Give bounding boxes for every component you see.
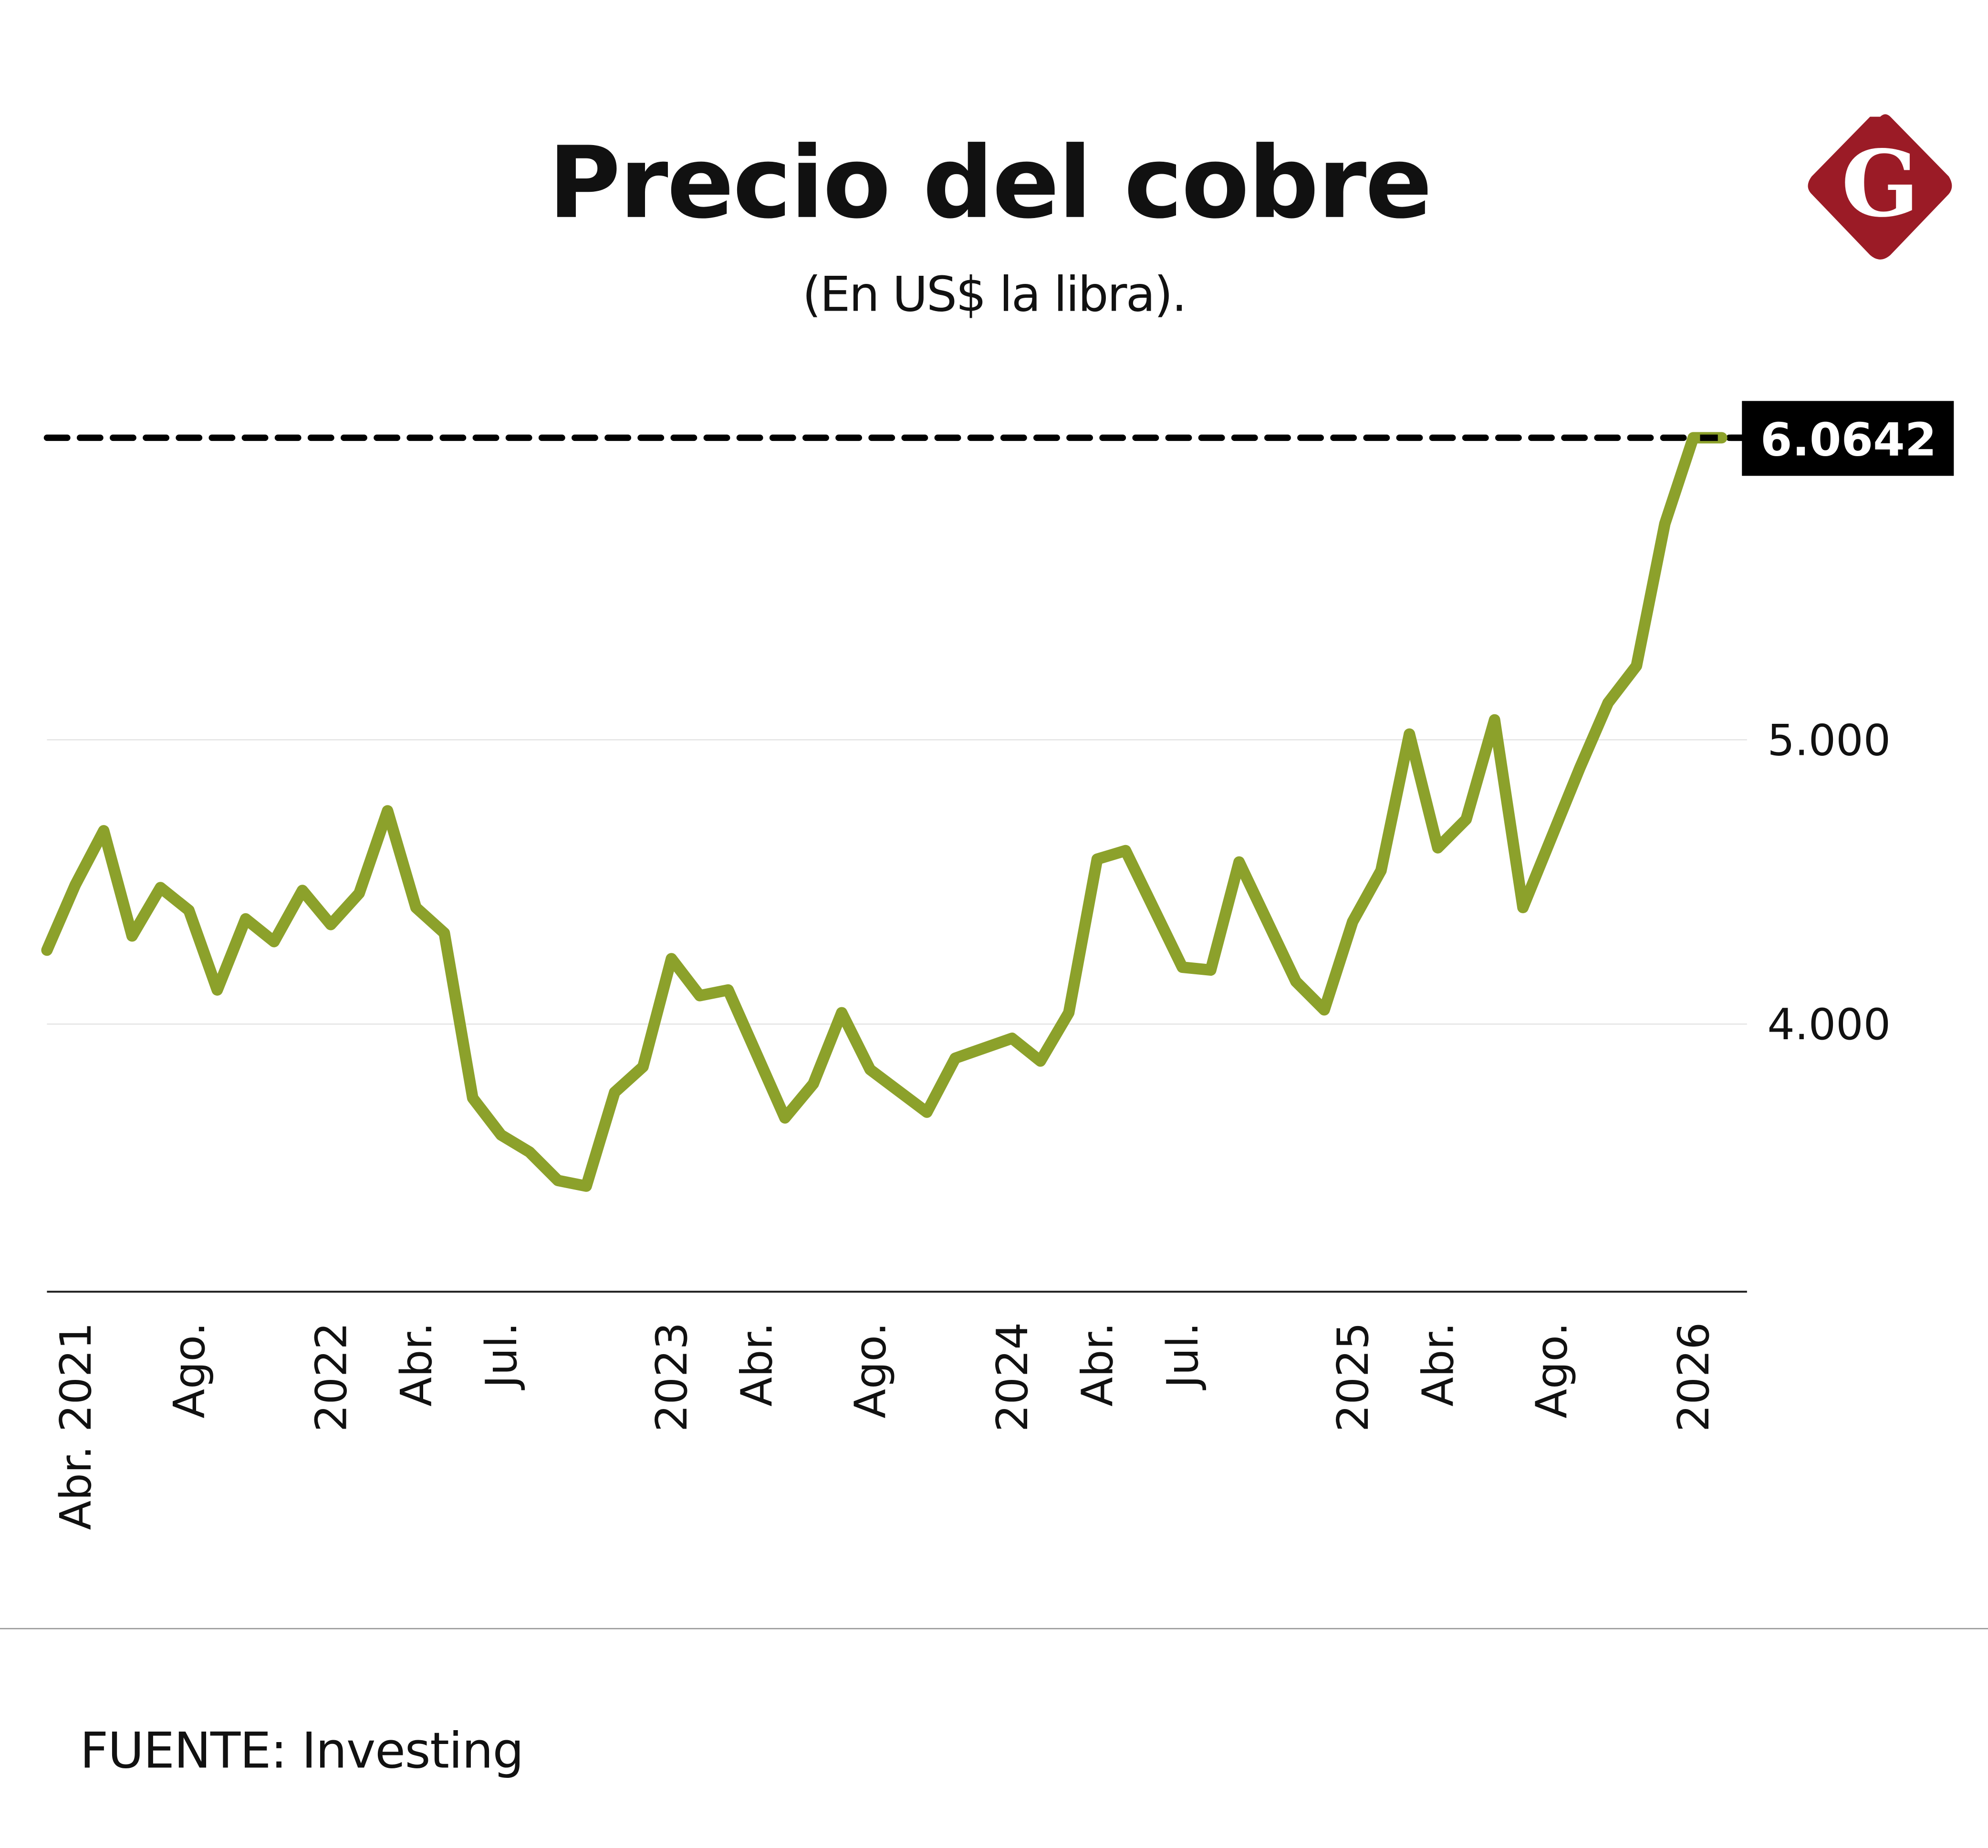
x-tick-label: 2022 — [306, 1322, 356, 1432]
x-tick-label: Ago. — [1527, 1322, 1577, 1419]
data-point — [1210, 970, 1211, 971]
x-tick-label: 2023 — [647, 1322, 697, 1432]
x-tick-label: Abr. — [1414, 1322, 1464, 1407]
y-tick-label: 4.000 — [1767, 1000, 1891, 1050]
x-tick-label: Jul. — [477, 1322, 527, 1390]
logo-letter: G — [1841, 130, 1919, 238]
data-point — [870, 1069, 871, 1070]
x-tick-label: Abr. — [392, 1322, 442, 1407]
price-line — [41, 432, 1728, 1192]
chart-subtitle: (En US$ la libra). — [802, 266, 1187, 323]
data-point — [160, 887, 161, 888]
data-point — [1125, 850, 1126, 851]
data-point — [643, 1066, 644, 1067]
x-tick-label: Abr. — [1073, 1322, 1123, 1407]
y-tick-label: 5.000 — [1767, 715, 1891, 765]
x-tick-label: Abr. 2021 — [51, 1322, 101, 1530]
data-point — [586, 1186, 587, 1187]
x-tick-label: 2026 — [1669, 1322, 1719, 1432]
data-point — [359, 893, 360, 894]
logo-diamond — [1808, 114, 1952, 260]
reference-label-box — [1742, 401, 1954, 476]
divider — [0, 1628, 1988, 1629]
reference-label: 6.0642 — [1760, 413, 1936, 467]
data-point — [1182, 967, 1183, 968]
x-tick-label: 2025 — [1328, 1322, 1378, 1432]
data-point — [302, 890, 303, 891]
chart-title: Precio del cobre — [548, 126, 1432, 241]
x-tick-label: 2024 — [988, 1322, 1038, 1432]
data-point — [614, 1092, 615, 1093]
x-tick-label: Ago. — [846, 1322, 896, 1419]
x-tick-label: Abr. — [732, 1322, 782, 1407]
source-note: FUENTE: Investing — [80, 1723, 524, 1780]
x-tick-label: Ago. — [165, 1322, 215, 1419]
data-point — [1466, 819, 1467, 820]
x-tick-label: Jul. — [1158, 1322, 1208, 1390]
